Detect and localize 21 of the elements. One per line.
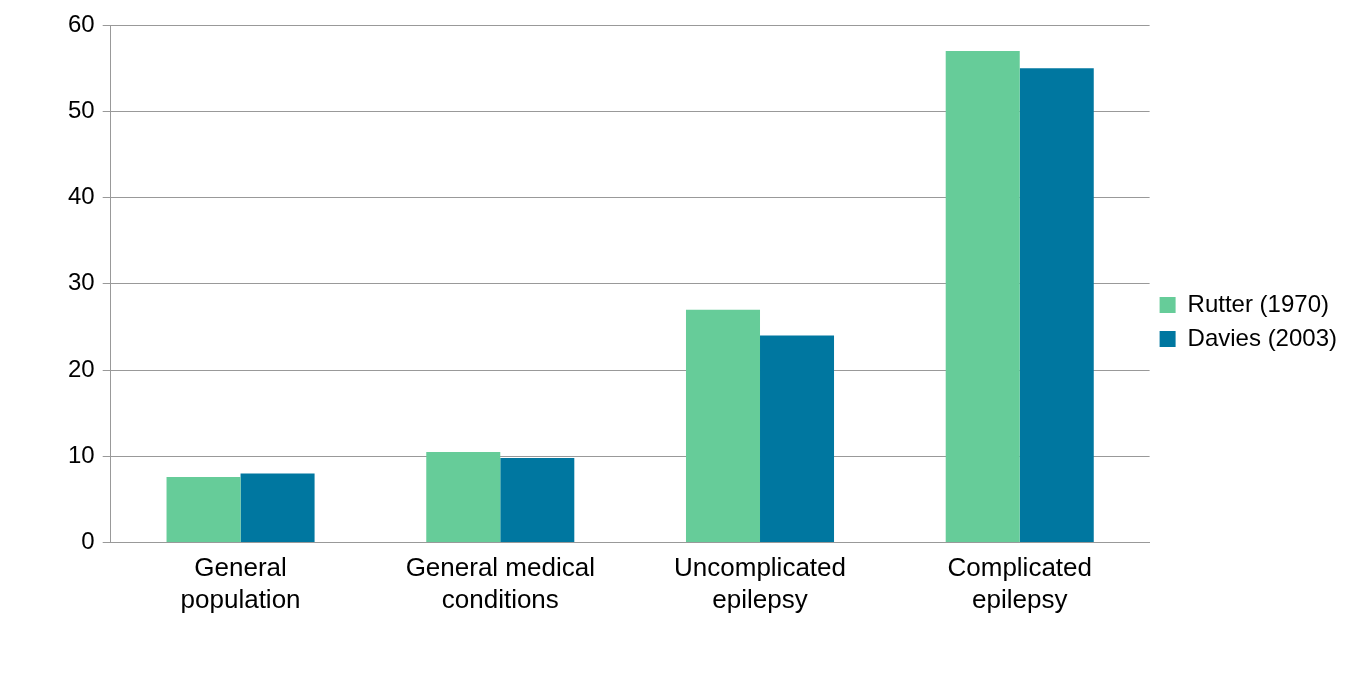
bar: [685, 309, 761, 543]
y-tick-label: 30: [67, 268, 95, 296]
x-tick-label: Uncomplicated epilepsy: [674, 552, 846, 614]
legend-label: Davies (2003): [1187, 323, 1337, 351]
y-tick-label: 10: [67, 440, 95, 468]
bar: [166, 477, 241, 543]
y-tick-label: 60: [67, 9, 95, 37]
y-tick-label: 20: [67, 354, 95, 382]
bar: [500, 458, 575, 543]
legend-label: Rutter (1970): [1187, 289, 1329, 317]
bar: [1019, 68, 1094, 543]
x-tick-label: Complicated epilepsy: [947, 552, 1092, 614]
bar: [426, 452, 501, 543]
bar: [240, 473, 315, 543]
y-tick-label: 0: [81, 527, 95, 555]
y-tick-label: 40: [67, 182, 95, 210]
x-tick-label: General population: [180, 552, 301, 614]
y-tick-label: 50: [67, 95, 95, 123]
bar: [945, 50, 1020, 543]
bar: [760, 335, 835, 543]
x-tick-label: General medical conditions: [405, 552, 595, 614]
